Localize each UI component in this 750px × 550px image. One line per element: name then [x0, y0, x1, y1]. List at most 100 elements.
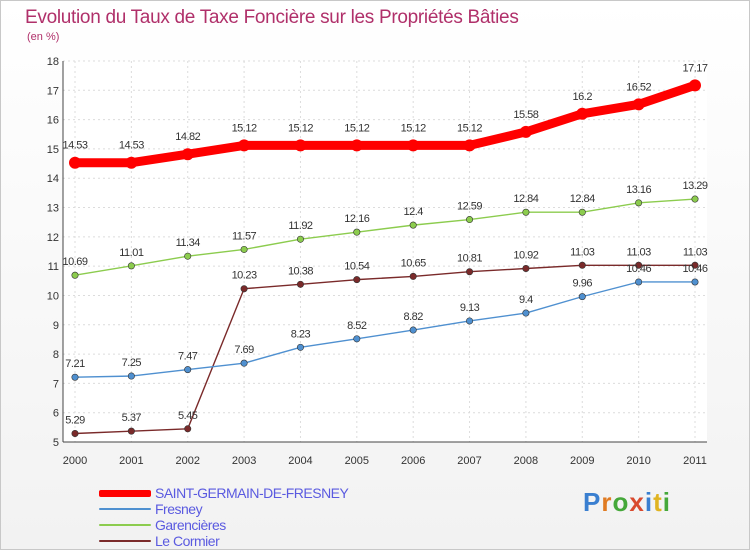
data-label: 15.12	[344, 122, 369, 134]
x-tick-label: 2001	[119, 455, 143, 467]
data-point	[576, 107, 589, 120]
data-point	[691, 278, 699, 286]
data-point	[578, 293, 586, 301]
legend-label-fresney: Fresney	[155, 501, 203, 517]
data-label: 13.16	[626, 184, 651, 196]
legend-item-fresney: Fresney	[99, 501, 348, 517]
data-label: 12.84	[570, 193, 595, 205]
data-point	[409, 272, 417, 280]
data-label: 16.52	[626, 81, 651, 93]
x-tick-label: 2006	[401, 455, 425, 467]
y-tick-label: 16	[47, 115, 59, 127]
legend-swatch-saint-germain	[99, 489, 151, 497]
data-label: 10.92	[513, 249, 538, 261]
data-point	[635, 278, 643, 286]
legend-label-le-cormier: Le Cormier	[155, 533, 220, 549]
legend-label-saint-germain: SAINT-GERMAIN-DE-FRESNEY	[155, 485, 349, 501]
data-label: 14.53	[119, 140, 144, 152]
data-label: 15.12	[401, 122, 426, 134]
data-point	[69, 156, 81, 169]
legend-swatch-garencieres	[99, 524, 151, 526]
x-tick-label: 2010	[626, 455, 650, 467]
y-tick-label: 5	[53, 437, 59, 449]
y-tick-label: 12	[47, 232, 59, 244]
data-label: 10.38	[288, 265, 313, 277]
data-point	[296, 343, 304, 351]
data-label: 16.2	[573, 91, 593, 103]
legend-item-garencieres: Garencières	[99, 517, 348, 533]
x-tick-label: 2008	[514, 455, 538, 467]
data-point	[632, 98, 645, 111]
x-tick-label: 2007	[457, 455, 481, 467]
data-label: 5.45	[178, 410, 198, 422]
data-point	[522, 264, 530, 272]
data-point	[691, 195, 699, 203]
data-point	[409, 221, 417, 229]
legend-label-garencieres: Garencières	[155, 517, 226, 533]
data-point	[184, 366, 192, 374]
data-label: 8.82	[403, 311, 423, 323]
data-label: 14.82	[175, 131, 200, 143]
data-label: 11.03	[627, 246, 652, 258]
y-tick-label: 15	[47, 144, 59, 156]
data-label: 7.21	[65, 358, 85, 370]
data-label: 9.13	[460, 302, 480, 314]
data-point	[519, 125, 532, 138]
data-point	[578, 208, 586, 216]
data-point	[522, 208, 530, 216]
x-tick-label: 2004	[288, 455, 312, 467]
x-tick-label: 2003	[232, 455, 256, 467]
y-tick-label: 8	[53, 349, 59, 361]
chart-title: Evolution du Taux de Taxe Foncière sur l…	[25, 7, 519, 28]
legend-swatch-fresney	[99, 508, 151, 510]
data-label: 12.84	[513, 193, 538, 205]
data-point	[296, 235, 304, 243]
y-tick-label: 13	[47, 203, 59, 215]
plot-area	[63, 61, 707, 442]
data-point	[635, 199, 643, 207]
x-tick-label: 2000	[63, 455, 87, 467]
data-label: 10.65	[401, 257, 426, 269]
data-label: 10.54	[344, 261, 369, 273]
data-label: 13.29	[682, 180, 707, 192]
series-line	[74, 281, 696, 378]
chart-subtitle: (en %)	[27, 31, 60, 43]
data-point	[240, 285, 248, 293]
data-point	[463, 139, 476, 152]
y-tick-label: 9	[53, 320, 59, 332]
data-point	[238, 139, 251, 152]
data-point	[353, 335, 361, 343]
data-point	[184, 425, 192, 433]
data-point	[466, 317, 474, 325]
data-label: 12.16	[344, 213, 369, 225]
y-tick-label: 7	[53, 378, 59, 390]
data-point	[71, 271, 79, 279]
data-point	[127, 262, 135, 270]
y-tick-label: 17	[47, 85, 59, 97]
data-label: 15.12	[232, 122, 257, 134]
data-label: 5.29	[65, 415, 85, 427]
data-point	[296, 280, 304, 288]
data-point	[71, 373, 79, 381]
data-point	[522, 309, 530, 317]
legend-swatch-le-cormier	[99, 540, 151, 542]
data-point	[127, 427, 135, 435]
y-tick-label: 14	[47, 173, 59, 185]
data-point	[294, 139, 307, 152]
data-point	[578, 261, 586, 269]
data-label: 7.25	[122, 357, 142, 369]
x-tick-label: 2005	[345, 455, 369, 467]
data-label: 11.03	[683, 246, 708, 258]
legend-item-le-cormier: Le Cormier	[99, 533, 348, 549]
data-label: 10.46	[626, 263, 651, 275]
legend: SAINT-GERMAIN-DE-FRESNEY Fresney Garenci…	[99, 485, 349, 549]
y-tick-label: 11	[48, 261, 59, 273]
data-point	[181, 148, 194, 161]
data-label: 10.81	[457, 253, 482, 265]
data-label: 8.23	[291, 328, 311, 340]
x-tick-label: 2009	[570, 455, 594, 467]
data-label: 11.57	[232, 230, 257, 242]
data-label: 10.69	[62, 256, 87, 268]
